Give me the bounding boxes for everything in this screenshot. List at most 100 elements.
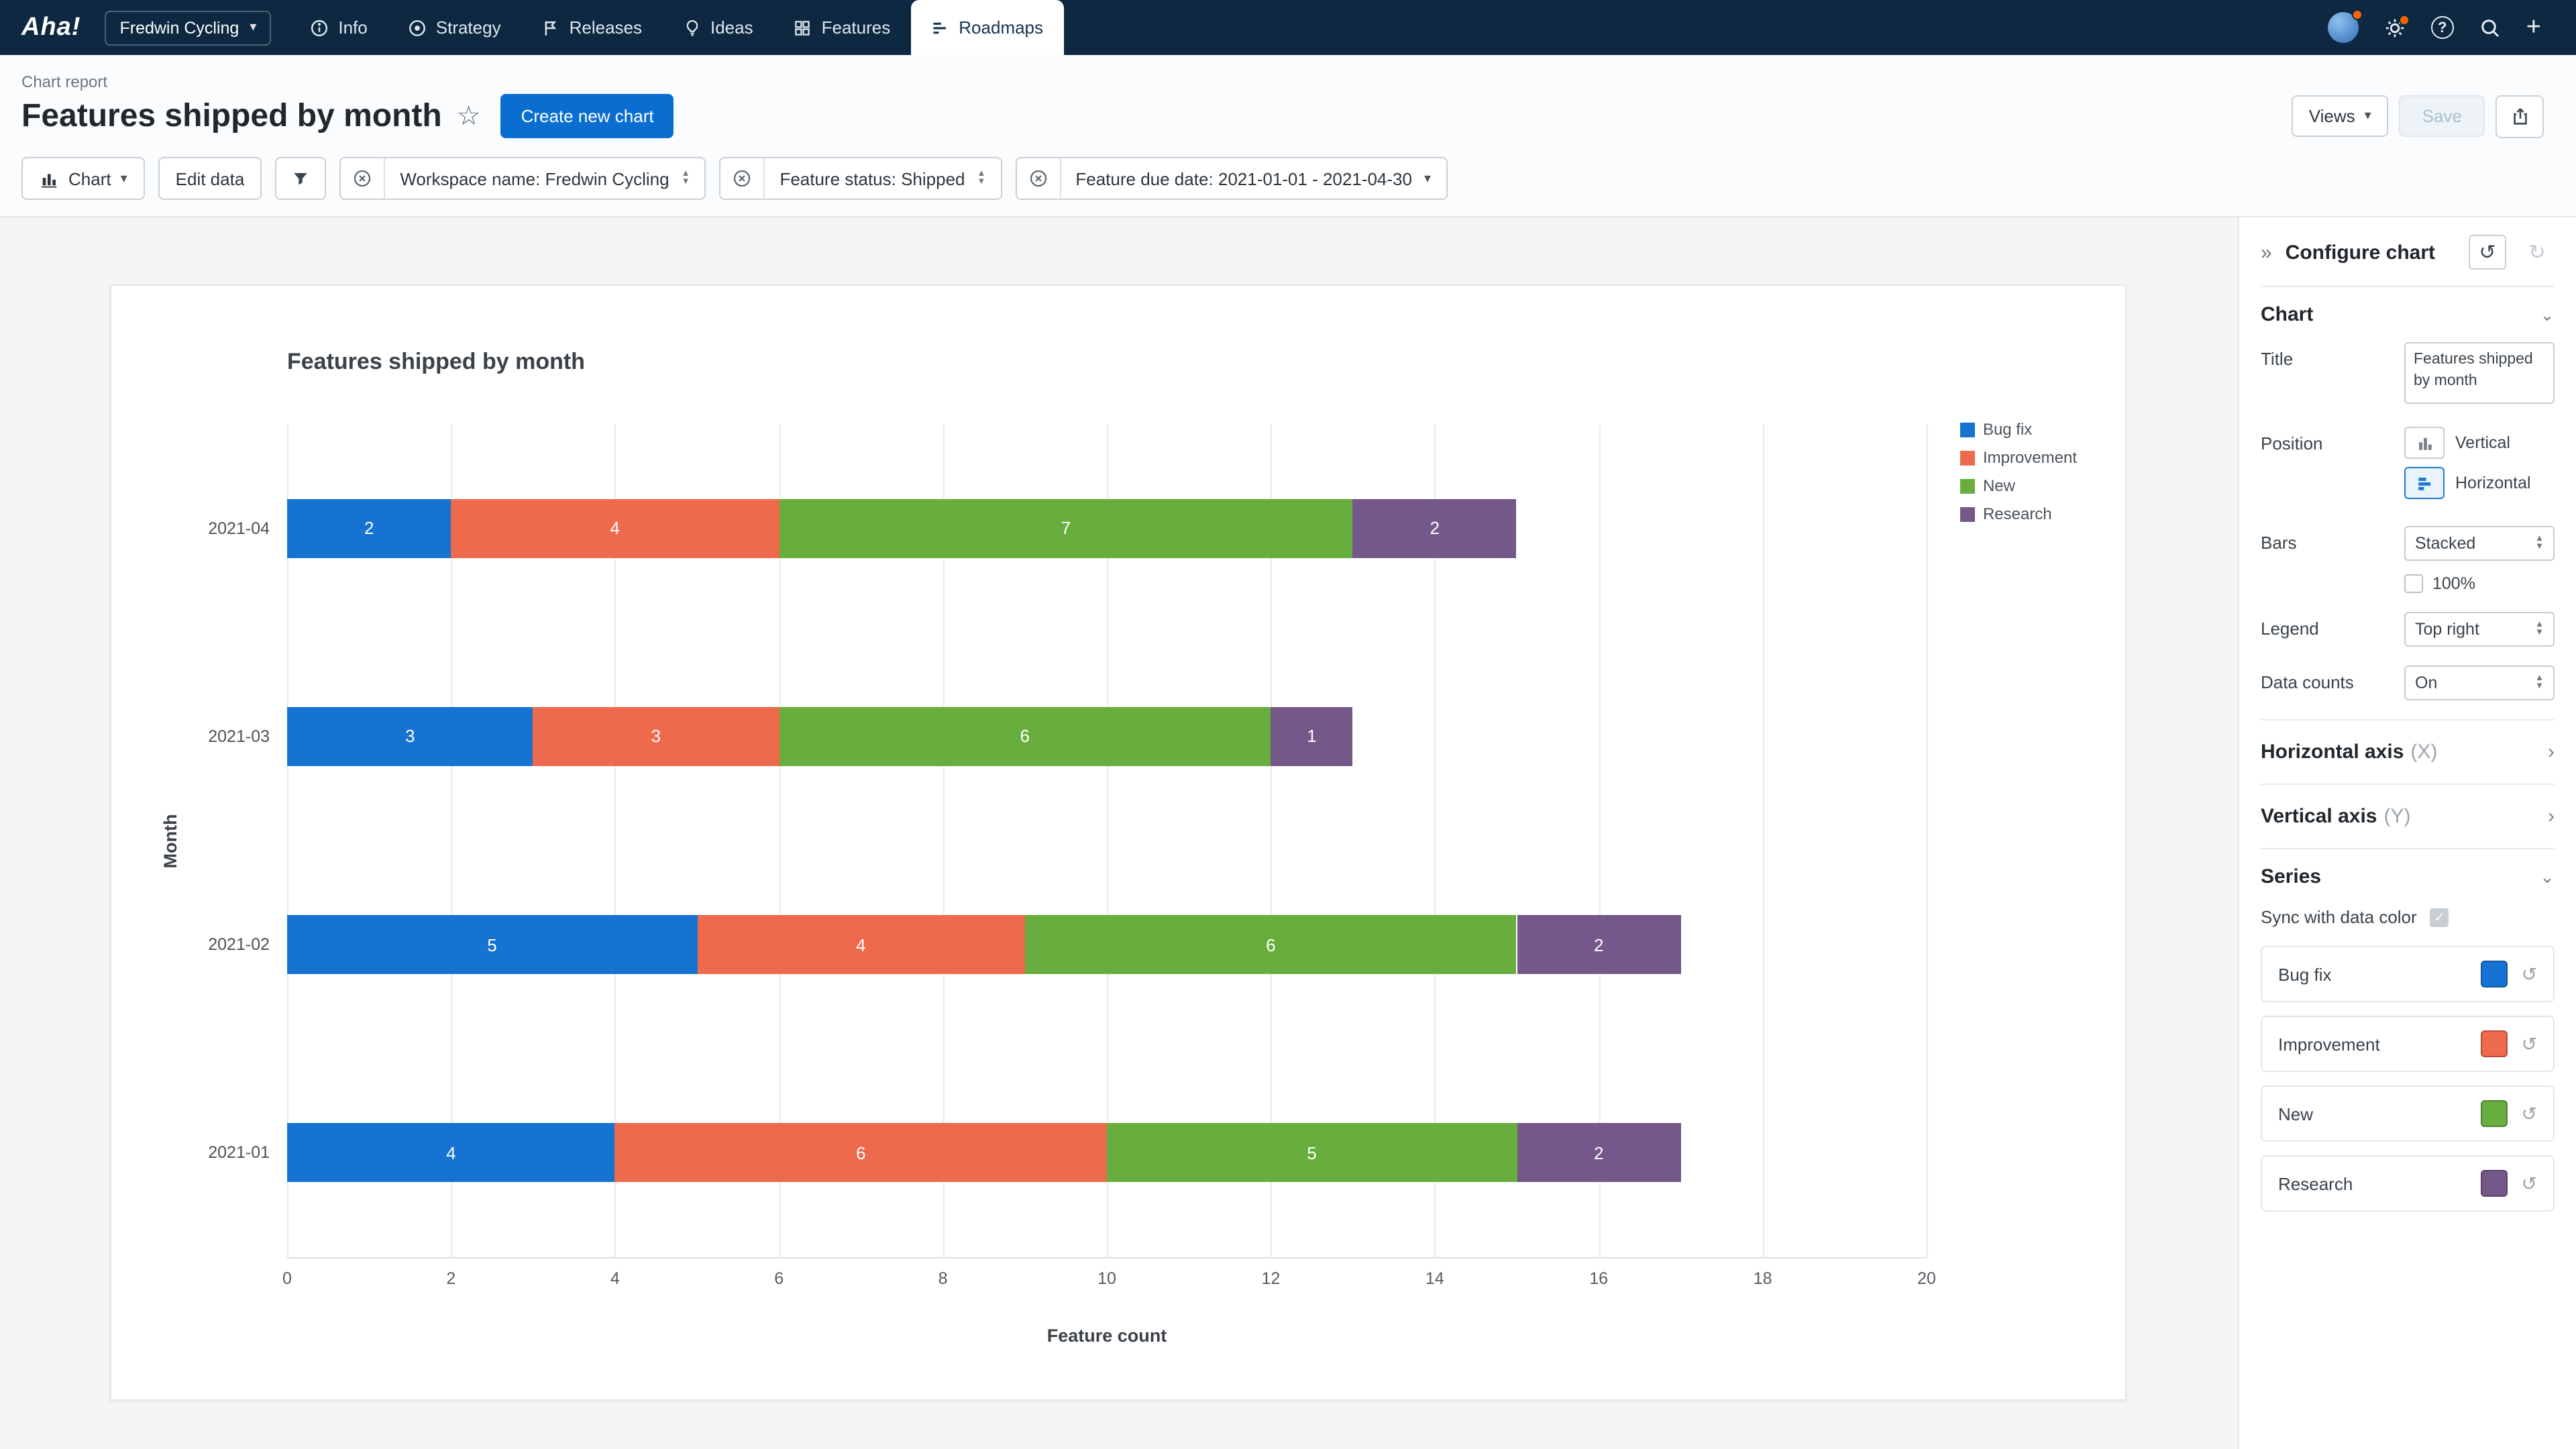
sync-color-checkbox[interactable]: ✓ xyxy=(2430,908,2449,926)
legend-swatch-icon xyxy=(1960,450,1975,465)
bar-segment[interactable]: 2 xyxy=(1517,915,1681,975)
position-horizontal-option[interactable]: Horizontal xyxy=(2404,467,2555,499)
chevron-right-icon: › xyxy=(2548,805,2555,828)
export-button[interactable] xyxy=(2496,95,2544,138)
horizontal-axis-section[interactable]: Horizontal axis (X) › xyxy=(2261,719,2555,784)
nav-item-strategy[interactable]: Strategy xyxy=(388,0,521,55)
section-series-header[interactable]: Series ⌄ xyxy=(2261,848,2555,904)
bar-segment[interactable]: 6 xyxy=(779,706,1271,766)
vertical-axis-section[interactable]: Vertical axis (Y) › xyxy=(2261,784,2555,848)
reset-color-icon[interactable]: ↺ xyxy=(2521,1172,2537,1193)
legend-item[interactable]: New xyxy=(1960,476,2077,495)
color-swatch[interactable] xyxy=(2481,1030,2508,1057)
legend-item[interactable]: Improvement xyxy=(1960,448,2077,467)
search-button[interactable] xyxy=(2479,17,2501,38)
views-button[interactable]: Views ▾ xyxy=(2291,95,2389,137)
save-button[interactable]: Save xyxy=(2399,95,2485,137)
bar-segment[interactable]: 5 xyxy=(1107,1123,1517,1183)
position-vertical-option[interactable]: Vertical xyxy=(2404,427,2555,459)
bar-segment[interactable]: 3 xyxy=(533,706,780,766)
color-swatch[interactable] xyxy=(2481,961,2508,987)
redo-button[interactable]: ↻ xyxy=(2520,235,2555,270)
target-icon xyxy=(409,19,425,36)
x-tick-label: 16 xyxy=(1589,1269,1609,1288)
collapse-panel-icon[interactable]: » xyxy=(2261,241,2272,264)
vertical-axis-label: Vertical axis xyxy=(2261,805,2377,828)
workspace-name: Fredwin Cycling xyxy=(119,18,239,37)
nav-item-info[interactable]: Info xyxy=(290,0,387,55)
filter-button[interactable] xyxy=(275,157,327,200)
bar-segment[interactable]: 7 xyxy=(779,498,1353,558)
nav-item-releases[interactable]: Releases xyxy=(521,0,662,55)
remove-filter-button[interactable] xyxy=(341,158,386,199)
data-counts-setting-label: Data counts xyxy=(2261,672,2354,692)
share-icon xyxy=(2513,108,2526,125)
bar-segment[interactable]: 4 xyxy=(697,915,1025,975)
filter-label: Feature due date: 2021-01-01 - 2021-04-3… xyxy=(1075,168,1412,189)
filter-label: Feature status: Shipped xyxy=(780,168,965,189)
undo-button[interactable]: ↺ xyxy=(2469,235,2506,270)
bar-segment[interactable]: 5 xyxy=(287,915,697,975)
user-avatar[interactable] xyxy=(2327,9,2363,43)
bar-segment[interactable]: 2 xyxy=(1517,1123,1681,1183)
gridline xyxy=(779,424,781,1257)
vertical-bars-icon[interactable] xyxy=(2404,427,2445,459)
bar-segment[interactable]: 2 xyxy=(1352,498,1517,558)
chart-title-input[interactable]: Features shipped by month xyxy=(2404,342,2555,404)
workspace-selector[interactable]: Fredwin Cycling ▾ xyxy=(105,10,272,45)
aha-logo[interactable]: Aha! xyxy=(21,13,81,41)
create-new-chart-button[interactable]: Create new chart xyxy=(500,94,674,138)
select-arrows-icon: ▲ ▼ xyxy=(977,169,986,186)
legend-item[interactable]: Bug fix xyxy=(1960,420,2077,439)
nav-item-ideas[interactable]: Ideas xyxy=(662,0,773,55)
chevron-down-icon: ▾ xyxy=(1424,171,1432,186)
remove-filter-button[interactable] xyxy=(1016,158,1061,199)
color-swatch[interactable] xyxy=(2481,1170,2508,1197)
report-toolbar: Chart ▾ Edit data Workspace name: Fredwi… xyxy=(21,157,2544,200)
legend-label: New xyxy=(1982,476,2015,495)
bar-segment[interactable]: 4 xyxy=(287,1123,615,1183)
legend-item[interactable]: Research xyxy=(1960,504,2077,523)
horizontal-bars-icon[interactable] xyxy=(2404,467,2445,499)
bar-segment[interactable]: 3 xyxy=(287,706,533,766)
bars-100-checkbox[interactable] xyxy=(2404,574,2423,593)
remove-filter-button[interactable] xyxy=(720,158,765,199)
bar-row: 2021-02 5 4 6 2 xyxy=(208,841,1927,1049)
favorite-star-icon[interactable]: ☆ xyxy=(456,102,481,131)
nav-item-features[interactable]: Features xyxy=(773,0,911,55)
reset-color-icon[interactable]: ↺ xyxy=(2521,963,2537,984)
add-button[interactable]: + xyxy=(2526,15,2541,40)
data-counts-select[interactable]: On ▲ ▼ xyxy=(2404,665,2555,700)
bars-select[interactable]: Stacked ▲ ▼ xyxy=(2404,526,2555,561)
settings-gear-button[interactable] xyxy=(2384,14,2410,38)
help-button[interactable]: ? xyxy=(2430,16,2454,39)
data-counts-setting-row: Data counts On ▲ ▼ xyxy=(2261,665,2555,700)
bar-segment[interactable]: 6 xyxy=(614,1123,1107,1183)
title-row: Features shipped by month ☆ Create new c… xyxy=(21,94,2544,138)
color-swatch[interactable] xyxy=(2481,1100,2508,1127)
bar-segment[interactable]: 4 xyxy=(451,498,780,558)
section-chart-header[interactable]: Chart ⌄ xyxy=(2261,286,2555,342)
legend-swatch-icon xyxy=(1960,422,1975,437)
top-nav: Aha! Fredwin Cycling ▾ Info Strategy Rel… xyxy=(0,0,2576,55)
bars-100-row: 100% xyxy=(2404,574,2555,593)
edit-data-button[interactable]: Edit data xyxy=(158,157,262,200)
bar-segment[interactable]: 2 xyxy=(287,498,451,558)
filter-due-date-select[interactable]: Feature due date: 2021-01-01 - 2021-04-3… xyxy=(1061,158,1446,199)
position-setting-row: Position Vertical Horizontal xyxy=(2261,427,2555,507)
reset-color-icon[interactable]: ↺ xyxy=(2521,1032,2537,1054)
bar-segment[interactable]: 1 xyxy=(1271,706,1353,766)
legend-select[interactable]: Top right ▲ ▼ xyxy=(2404,612,2555,647)
chart-type-button[interactable]: Chart ▾ xyxy=(21,157,145,200)
legend-swatch-icon xyxy=(1960,478,1975,493)
legend-label: Research xyxy=(1982,504,2052,523)
bar-segment[interactable]: 6 xyxy=(1024,915,1517,975)
x-tick-label: 12 xyxy=(1261,1269,1281,1288)
filter-workspace-select[interactable]: Workspace name: Fredwin Cycling ▲ ▼ xyxy=(385,158,704,199)
filter-status-select[interactable]: Feature status: Shipped ▲ ▼ xyxy=(765,158,1000,199)
sync-color-label: Sync with data color xyxy=(2261,907,2417,927)
nav-item-roadmaps[interactable]: Roadmaps xyxy=(910,0,1063,55)
plot-rows: 2021-04 2 4 7 2 2021-03 3 3 6 1 2021-02 5 4 6 2 2021-01… xyxy=(208,424,1927,1257)
reset-color-icon[interactable]: ↺ xyxy=(2521,1102,2537,1124)
question-icon: ? xyxy=(2430,16,2454,39)
